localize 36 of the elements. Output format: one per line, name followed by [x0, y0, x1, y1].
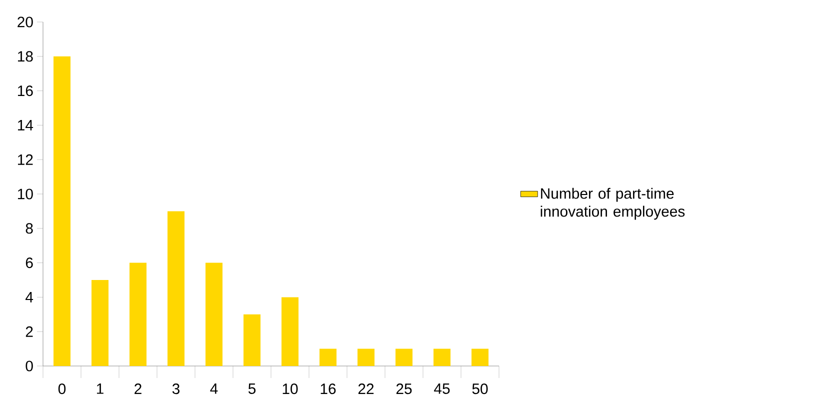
- bar: [320, 348, 337, 366]
- x-tick-label: 50: [472, 384, 488, 394]
- x-tick-label: 25: [396, 384, 412, 394]
- y-tick-label: 20: [18, 16, 33, 28]
- bar: [92, 280, 108, 366]
- x-tick-label: 3: [172, 384, 180, 394]
- y-tick-label: 14: [18, 120, 34, 130]
- y-tick-label: 18: [18, 51, 33, 62]
- x-tick-label: 5: [248, 384, 256, 394]
- bar: [130, 262, 146, 366]
- x-tick-label: 16: [320, 384, 336, 394]
- x-tick-label: 4: [210, 384, 218, 394]
- bar: [282, 297, 299, 366]
- x-tick-label: 1: [96, 384, 104, 394]
- x-tick-label: 2: [134, 384, 142, 394]
- legend-label: Number of part-time innovation employees: [540, 188, 685, 220]
- bar: [358, 348, 375, 366]
- bar: [168, 211, 184, 366]
- x-tick-label: 10: [282, 384, 298, 394]
- y-tick-label: 4: [26, 292, 34, 302]
- y-tick-label: 0: [26, 360, 33, 372]
- y-tick-label: 6: [26, 258, 33, 268]
- x-tick-label: 0: [58, 384, 66, 394]
- bar: [206, 262, 222, 366]
- y-tick-label: 2: [26, 326, 33, 337]
- x-tick-label: 45: [434, 384, 450, 394]
- bar: [472, 348, 489, 366]
- bar: [54, 56, 70, 366]
- x-tick-label: 22: [358, 384, 374, 394]
- y-tick-label: 10: [18, 188, 33, 200]
- bar: [396, 348, 413, 366]
- bar: [244, 314, 261, 366]
- y-tick-label: 16: [18, 86, 33, 96]
- bar: [434, 348, 451, 366]
- y-tick-label: 12: [18, 154, 33, 165]
- y-tick-label: 8: [26, 223, 33, 234]
